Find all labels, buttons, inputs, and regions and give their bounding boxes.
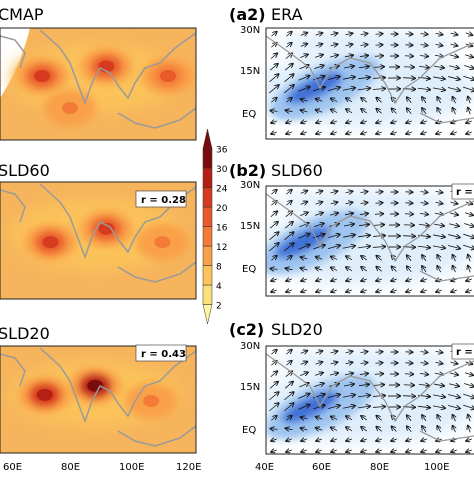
precip-map-2: [0, 346, 196, 453]
correlation-label-c2: r =: [456, 347, 473, 358]
colorbar-segment: [203, 266, 212, 286]
colorbar-segment: [203, 305, 212, 325]
colorbar-tick-label: 36: [216, 146, 228, 156]
precip-map-0: [0, 28, 196, 140]
wind-speed-shade: [276, 349, 456, 375]
x-tick-label: 40E: [255, 462, 274, 473]
precip-peak: [62, 102, 78, 114]
x-tick-label: 80E: [61, 462, 80, 473]
colorbar-segment: [203, 285, 212, 305]
x-tick-label: 80E: [370, 462, 389, 473]
colorbar-segment: [203, 149, 212, 169]
correlation-label-sld20: r = 0.43: [141, 349, 186, 360]
y-tick-label: EQ: [242, 109, 256, 120]
correlation-box-sld20: r = 0.43: [136, 345, 186, 361]
colorbar-tick-label: 24: [216, 185, 228, 195]
colorbar-segment: [203, 207, 212, 227]
panel-label-a2: (a2): [229, 5, 266, 24]
x-tick-label: 100E: [424, 462, 449, 473]
wind-arrow: [404, 67, 414, 68]
colorbar-tick-label: 4: [216, 282, 222, 292]
y-tick-label: 15N: [240, 382, 260, 393]
wind-arrow: [376, 45, 383, 46]
panel-title-sld20: SLD20: [0, 324, 50, 343]
colorbar-segment: [203, 168, 212, 188]
colorbar-tick-label: 8: [216, 263, 222, 273]
colorbar-segment: [203, 227, 212, 247]
y-tick-label: EQ: [242, 264, 256, 275]
wind-arrow: [404, 225, 414, 226]
y-tick-label: 30N: [240, 341, 260, 352]
colorbar-tick-label: 20: [216, 204, 228, 214]
wind-arrow: [376, 203, 383, 204]
y-tick-label: 30N: [240, 25, 260, 36]
y-tick-label: 15N: [240, 221, 260, 232]
panel-title-sld20-wind: SLD20: [271, 320, 323, 339]
panel-title-sld60-wind: SLD60: [271, 161, 323, 180]
correlation-label-sld60: r = 0.28: [141, 195, 186, 206]
wind-map-1: [249, 186, 474, 296]
correlation-box-b2: r =: [452, 184, 474, 199]
left-x-axis: 60E 80E 100E 120E: [3, 462, 201, 473]
right-x-axis: 40E 60E 80E 100E: [255, 462, 449, 473]
colorbar-tick-label: 30: [216, 165, 228, 175]
x-tick-label: 60E: [312, 462, 331, 473]
wind-arrow: [376, 192, 383, 193]
colorbar-tick-label: 2: [216, 302, 222, 312]
wind-map-2: [256, 346, 474, 454]
wind-arrow: [404, 385, 414, 386]
y-tick-label: EQ: [242, 425, 256, 436]
panel-label-b2: (b2): [229, 161, 266, 180]
correlation-box-sld60: r = 0.28: [136, 191, 186, 207]
panel-title-era: ERA: [271, 5, 303, 24]
wind-arrow: [376, 352, 383, 353]
wind-arrow: [376, 34, 383, 35]
precip-peak: [160, 70, 176, 82]
wind-arrow: [376, 363, 383, 364]
x-tick-label: 100E: [119, 462, 144, 473]
precip-peak: [34, 70, 50, 82]
colorbar-tick-label: 12: [216, 243, 227, 253]
colorbar-tick-label: 16: [216, 224, 228, 234]
panel-title-cmap: CMAP: [0, 5, 44, 24]
precip-peak: [42, 236, 58, 248]
y-tick-label: 15N: [240, 66, 260, 77]
panel-title-sld60: SLD60: [0, 161, 50, 180]
precip-peak: [143, 395, 159, 407]
colorbar-segment: [203, 188, 212, 208]
x-tick-label: 120E: [176, 462, 201, 473]
panel-label-c2: (c2): [229, 320, 264, 339]
y-tick-label: 30N: [240, 180, 260, 191]
correlation-label-b2: r =: [456, 187, 473, 198]
x-tick-label: 60E: [3, 462, 22, 473]
colorbar-segment: [203, 246, 212, 266]
colorbar-segment: [203, 129, 212, 149]
wind-map-0: [256, 28, 474, 139]
precip-peak: [37, 389, 53, 401]
correlation-box-c2: r =: [452, 344, 474, 359]
precip-peak: [154, 236, 170, 248]
